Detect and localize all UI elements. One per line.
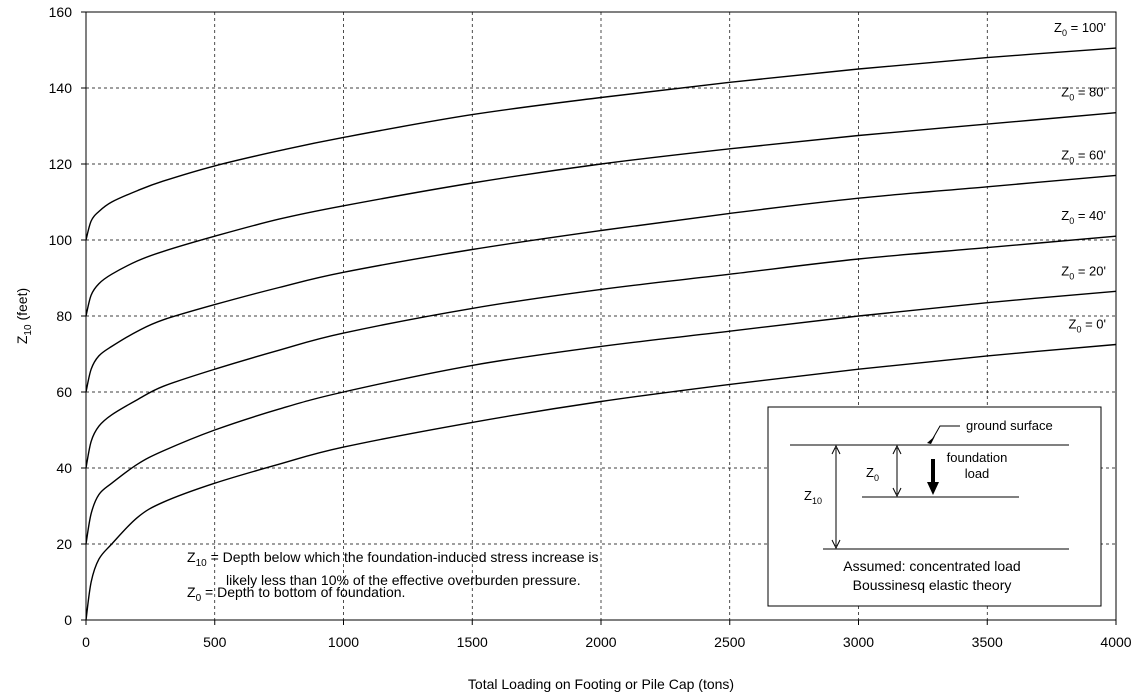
y-tick-label: 100	[49, 232, 73, 248]
series-label-z0-100: Z0 = 100'	[1054, 20, 1106, 38]
x-tick-label: 2500	[714, 634, 745, 650]
y-tick-label: 40	[56, 460, 72, 476]
curve-z0-0	[85, 343, 1117, 621]
y-tick-label: 140	[49, 80, 73, 96]
ground-surface-arrowhead	[927, 436, 935, 444]
ground-surface-pointer	[931, 425, 960, 441]
series-label-z0-40: Z0 = 40'	[1061, 208, 1106, 226]
z10-arrow-top	[831, 444, 841, 455]
series-label-z0-20: Z0 = 20'	[1061, 263, 1106, 281]
curve-z0-100	[85, 47, 1117, 241]
curves	[85, 47, 1117, 621]
series-label-z0-0: Z0 = 0'	[1069, 317, 1107, 335]
series-labels: Z0 = 0' Z0 = 20' Z0 = 40' Z0 = 60' Z0 = 80' Z…	[1054, 20, 1106, 334]
y-tick-label: 0	[64, 612, 72, 628]
assumed-label: Assumed: concentrated load	[843, 558, 1020, 574]
load-label: load	[965, 466, 990, 481]
x-axis: 0 500 1000 1500 2000 2500 3000 3500 4000	[82, 620, 1132, 650]
theory-label: Boussinesq elastic theory	[853, 577, 1012, 593]
series-label-z0-60: Z0 = 60'	[1061, 147, 1106, 165]
curve-z0-40	[85, 235, 1117, 469]
curve-z0-20	[85, 290, 1117, 545]
x-tick-label: 3500	[972, 634, 1003, 650]
x-tick-label: 3000	[843, 634, 874, 650]
y-tick-label: 80	[56, 308, 72, 324]
y-axis-title: Z10 (feet)	[14, 288, 34, 344]
curve-z0-80	[85, 112, 1117, 317]
z0-inset-label: Z0	[866, 465, 879, 483]
series-label-z0-80: Z0 = 80'	[1061, 85, 1106, 103]
z0-definition: Z0 = Depth to bottom of foundation.	[187, 584, 405, 604]
foundation-label: foundation	[947, 450, 1008, 465]
y-tick-label: 160	[49, 4, 73, 20]
inset-diagram: ground surface Z0 Z10 foundation load As…	[767, 406, 1102, 607]
z0-arrow-bottom	[892, 487, 902, 498]
x-tick-label: 1000	[328, 634, 359, 650]
y-tick-label: 20	[56, 536, 72, 552]
inset-box	[767, 406, 1102, 607]
x-tick-label: 4000	[1100, 634, 1131, 650]
x-tick-label: 0	[82, 634, 90, 650]
y-axis: 0 20 40 60 80 100 120 140 160	[49, 4, 86, 628]
curve-z0-60	[85, 174, 1117, 393]
ground-surface-label: ground surface	[966, 418, 1053, 433]
y-tick-label: 120	[49, 156, 73, 172]
x-axis-title: Total Loading on Footing or Pile Cap (to…	[468, 676, 734, 692]
z0-arrow-top	[892, 444, 902, 455]
x-tick-label: 500	[203, 634, 227, 650]
z10-arrow-bottom	[831, 539, 841, 550]
z10-definition-line2: likely less than 10% of the effective ov…	[226, 572, 581, 588]
z10-definition-line1: Z10 = Depth below which the foundation-i…	[187, 549, 599, 569]
y-tick-label: 60	[56, 384, 72, 400]
foundation-load-arrowhead	[927, 482, 939, 495]
x-tick-label: 1500	[457, 634, 488, 650]
x-tick-label: 2000	[585, 634, 616, 650]
z10-inset-label: Z10	[804, 488, 822, 506]
